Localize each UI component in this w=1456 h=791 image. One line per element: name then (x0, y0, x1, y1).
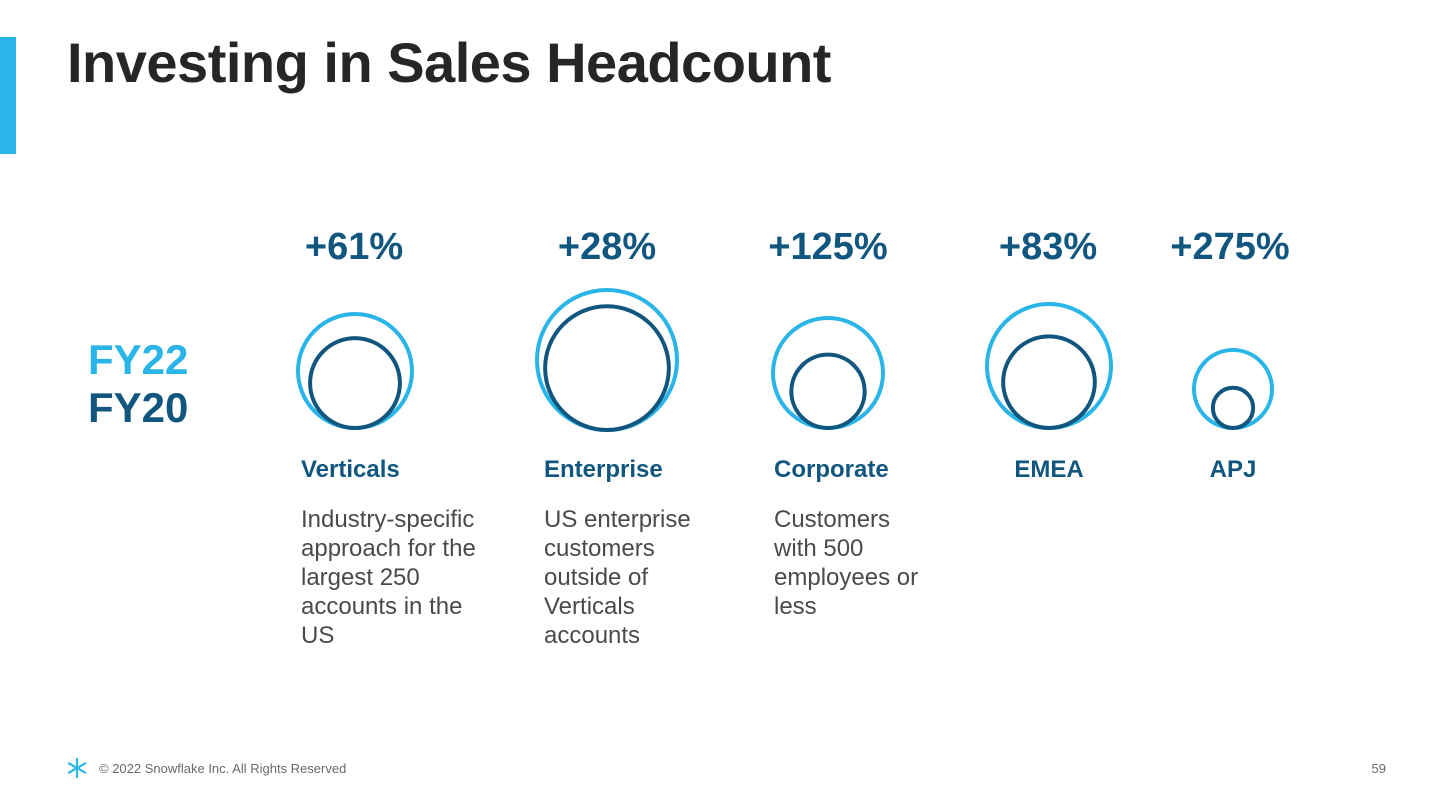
growth-label-enterprise: +28% (557, 226, 657, 268)
segment-name-verticals: Verticals (301, 456, 400, 483)
bubble-fy20-apj (1210, 385, 1256, 430)
growth-label-corporate: +125% (768, 226, 888, 268)
segment-description-corporate: Customers with 500 employees or less (774, 506, 919, 620)
copyright-text: © 2022 Snowflake Inc. All Rights Reserve… (99, 761, 347, 776)
bubble-fy20-emea (1001, 334, 1097, 430)
growth-label-apj: +275% (1170, 226, 1290, 268)
snowflake-logo-icon (67, 757, 87, 779)
bubble-fy22-verticals (296, 312, 414, 430)
legend-fy20: FY20 (88, 384, 189, 431)
growth-label-verticals: +61% (304, 226, 404, 268)
accent-bar (0, 37, 16, 154)
bubble-fy22-corporate (771, 316, 885, 430)
chart-legend: FY22 FY20 (88, 336, 188, 432)
bubble-fy20-enterprise (543, 304, 671, 432)
page-number: 59 (1371, 761, 1386, 776)
bubble-fy20-corporate (789, 352, 867, 431)
segment-name-enterprise: Enterprise (544, 456, 663, 483)
segment-description-verticals: Industry-specific approach for the large… (301, 506, 476, 649)
bubble-fy20-verticals (308, 336, 402, 430)
segment-name-emea: EMEA (1014, 456, 1084, 483)
page-title: Investing in Sales Headcount (67, 31, 831, 94)
segment-name-corporate: Corporate (774, 456, 889, 483)
growth-label-emea: +83% (998, 226, 1098, 268)
segment-description-enterprise: US enterprise customers outside of Verti… (544, 506, 691, 649)
segment-name-apj: APJ (1209, 456, 1257, 483)
legend-fy22: FY22 (88, 336, 189, 383)
